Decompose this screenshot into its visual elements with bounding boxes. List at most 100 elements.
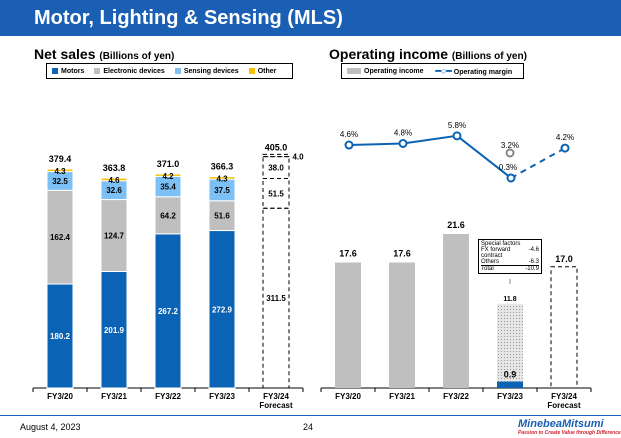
category-label: FY3/21 bbox=[389, 392, 415, 401]
total-label: 379.4 bbox=[49, 154, 72, 164]
net-sales-unit: (Billions of yen) bbox=[99, 51, 175, 62]
margin-marker bbox=[344, 140, 354, 150]
legend-sensing: Sensing devices bbox=[174, 67, 239, 75]
bar-operating-income bbox=[443, 233, 469, 388]
data-label: 162.4 bbox=[50, 233, 71, 242]
data-label: 17.6 bbox=[339, 249, 357, 259]
net-sales-legend: Motors Electronic devices Sensing device… bbox=[46, 63, 293, 79]
data-label: 21.6 bbox=[447, 220, 465, 230]
sf-row: Others -6.3 bbox=[481, 259, 539, 265]
bar-electronic-devices bbox=[154, 196, 182, 235]
bar-motors bbox=[208, 230, 236, 389]
data-label: 201.9 bbox=[104, 326, 125, 335]
data-label: 32.6 bbox=[106, 186, 122, 195]
bar-electronic-devices bbox=[208, 200, 236, 232]
legend-electronic: Electronic devices bbox=[94, 67, 165, 75]
page-title: Motor, Lighting & Sensing (MLS) bbox=[34, 7, 343, 29]
data-label: 4.3 bbox=[216, 175, 228, 184]
margin-label: 5.8% bbox=[448, 121, 466, 130]
footer-divider bbox=[0, 415, 621, 416]
sf-row-total: Total -10.9 bbox=[481, 265, 539, 272]
data-label: 4.0 bbox=[292, 152, 304, 161]
total-label: 405.0 bbox=[265, 142, 288, 152]
operating-title: Operating income bbox=[329, 46, 449, 62]
net-sales-heading: Net sales (Billions of yen) bbox=[34, 46, 174, 62]
margin-label: 4.8% bbox=[394, 128, 412, 137]
total-label: 366.3 bbox=[211, 162, 234, 172]
bar-other bbox=[46, 168, 74, 173]
bar-operating-income-forecast bbox=[550, 266, 578, 389]
data-label: 32.5 bbox=[52, 177, 68, 186]
title-bar: Motor, Lighting & Sensing (MLS) bbox=[0, 0, 621, 36]
sf-row: FX forward contract -4.6 bbox=[481, 247, 539, 259]
legend-other: Other bbox=[248, 67, 276, 75]
bar-motors bbox=[154, 233, 182, 389]
data-label: 37.5 bbox=[214, 186, 230, 195]
page-number: 24 bbox=[303, 422, 314, 432]
category-label: FY3/24 bbox=[551, 392, 577, 401]
total-label: 363.8 bbox=[103, 163, 126, 173]
category-label: FY3/21 bbox=[101, 392, 127, 401]
data-label: 17.0 bbox=[555, 254, 573, 264]
bar-excluding-special-factors bbox=[497, 303, 523, 388]
data-label: 4.3 bbox=[54, 167, 66, 176]
category-label: FY3/20 bbox=[335, 392, 361, 401]
data-label: 35.4 bbox=[160, 183, 176, 192]
margin-line bbox=[348, 134, 512, 179]
data-label: 17.6 bbox=[393, 249, 411, 259]
data-label: 51.5 bbox=[268, 189, 284, 198]
operating-unit: (Billions of yen) bbox=[451, 51, 527, 62]
margin-line-forecast bbox=[510, 147, 566, 179]
logo: MinebeaMitsumi Passion to Create Value th… bbox=[518, 418, 621, 436]
data-label: 124.7 bbox=[104, 232, 125, 241]
bar-other bbox=[208, 176, 236, 180]
margin-marker bbox=[506, 173, 516, 183]
total-label: 371.0 bbox=[157, 159, 180, 169]
bar-operating-income bbox=[389, 262, 415, 388]
legend-motors: Motors bbox=[52, 67, 84, 75]
bar-motors bbox=[262, 207, 290, 389]
margin-label: 3.2% bbox=[501, 141, 519, 150]
bar-operating-income bbox=[335, 262, 361, 388]
legend-operating-income: Operating income bbox=[347, 67, 424, 75]
data-label: 311.5 bbox=[266, 294, 286, 303]
margin-marker bbox=[560, 143, 570, 153]
operating-legend: Operating income ━○━ Operating margin bbox=[341, 63, 524, 79]
category-label: FY3/23 bbox=[209, 392, 235, 401]
margin-label: 4.6% bbox=[340, 130, 358, 139]
data-label: 38.0 bbox=[268, 164, 284, 173]
category-label: FY3/20 bbox=[47, 392, 73, 401]
data-label: 4.2 bbox=[162, 172, 174, 181]
bar-operating-income bbox=[497, 381, 523, 388]
category-label: FY3/22 bbox=[443, 392, 469, 401]
net-sales-title: Net sales bbox=[34, 46, 96, 62]
special-factors-title: Special factors bbox=[481, 241, 521, 247]
data-label: 180.2 bbox=[50, 332, 71, 341]
margin-label: 0.3% bbox=[499, 163, 517, 172]
data-label: 11.8 bbox=[503, 296, 516, 303]
footer-date: August 4, 2023 bbox=[20, 422, 81, 432]
data-label: 0.9 bbox=[504, 370, 517, 380]
data-label: 51.6 bbox=[214, 212, 230, 221]
special-factors-box: Special factors FX forward contract -4.6 … bbox=[478, 239, 542, 274]
category-label: FY3/22 bbox=[155, 392, 181, 401]
data-label: 272.9 bbox=[212, 305, 233, 314]
data-label: 64.2 bbox=[160, 211, 176, 220]
margin-marker bbox=[398, 138, 408, 148]
data-label: 4.6 bbox=[108, 176, 120, 185]
margin-marker-excluding-special bbox=[505, 148, 515, 158]
category-label: FY3/24 bbox=[263, 392, 289, 401]
bar-other bbox=[154, 173, 182, 177]
bar-other bbox=[100, 177, 128, 182]
data-label: 267.2 bbox=[158, 307, 179, 316]
bar-sensing-devices bbox=[262, 156, 290, 180]
category-label: Forecast bbox=[547, 401, 581, 410]
bar-electronic-devices bbox=[100, 199, 128, 273]
operating-heading: Operating income (Billions of yen) bbox=[329, 46, 527, 62]
bar-motors bbox=[100, 271, 128, 389]
margin-label: 4.2% bbox=[556, 133, 574, 142]
category-label: Forecast bbox=[259, 401, 293, 410]
legend-operating-margin: ━○━ Operating margin bbox=[435, 65, 513, 76]
category-label: FY3/23 bbox=[497, 392, 523, 401]
